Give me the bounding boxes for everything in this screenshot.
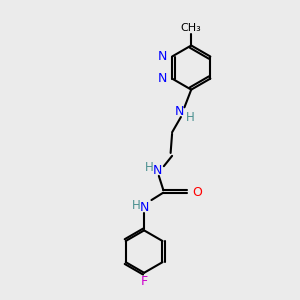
Text: N: N xyxy=(140,201,149,214)
Text: N: N xyxy=(153,164,162,177)
Text: N: N xyxy=(158,50,167,63)
Text: H: H xyxy=(145,160,154,174)
Text: N: N xyxy=(175,105,184,118)
Text: H: H xyxy=(186,110,195,124)
Text: CH₃: CH₃ xyxy=(181,23,202,33)
Text: O: O xyxy=(193,186,202,199)
Text: N: N xyxy=(158,72,167,85)
Text: H: H xyxy=(131,199,140,212)
Text: F: F xyxy=(140,274,148,287)
